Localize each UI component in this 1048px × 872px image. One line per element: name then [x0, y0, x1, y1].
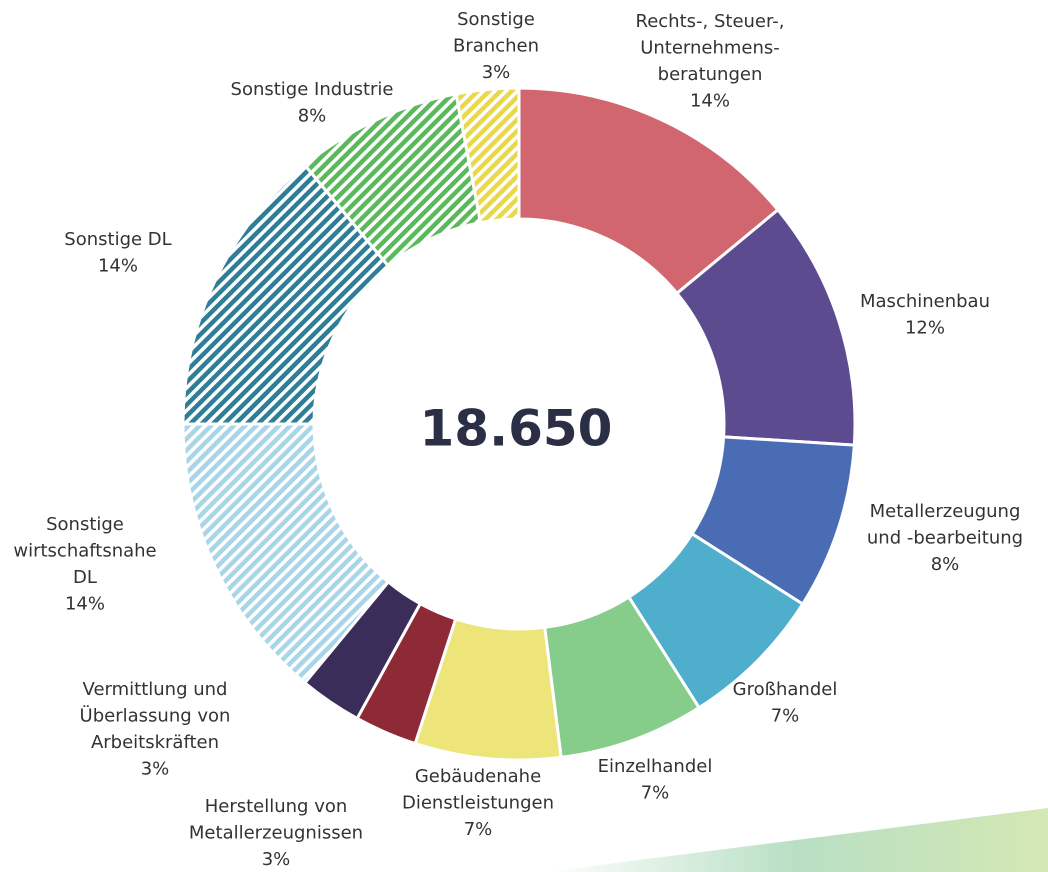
slice-label: Sonstige Industrie — [231, 79, 394, 100]
slice-label: Sonstige — [457, 9, 535, 30]
slice-label: Metallerzeugnissen — [189, 823, 363, 844]
value-label: 3% — [482, 62, 511, 83]
slice-label: und -bearbeitung — [867, 528, 1023, 549]
slice-label: DL — [73, 567, 97, 588]
value-label: 3% — [141, 759, 170, 780]
value-label: 3% — [262, 849, 291, 870]
slice-label: Rechts-, Steuer-, — [636, 11, 785, 32]
center-label: 18.650 — [420, 400, 613, 458]
slice-label: Maschinenbau — [860, 291, 990, 312]
value-label: 14% — [98, 256, 138, 277]
value-label: 12% — [905, 318, 945, 339]
value-label: 7% — [464, 819, 493, 840]
slice-label: Unternehmens- — [640, 38, 780, 59]
slice — [454, 86, 521, 225]
slice-label: Vermittlung und — [83, 679, 228, 700]
slice-label: Überlassung von — [80, 705, 231, 727]
value-label: 14% — [65, 594, 105, 615]
slice-label: Großhandel — [733, 679, 838, 700]
decoration — [545, 808, 1048, 872]
slices — [181, 86, 857, 762]
value-label: 8% — [298, 106, 327, 127]
slice-label: Einzelhandel — [598, 756, 713, 777]
slice-label: Arbeitskräften — [91, 732, 219, 753]
value-label: 7% — [641, 783, 670, 804]
slice-label: Sonstige DL — [64, 229, 171, 250]
value-label: 8% — [931, 554, 960, 575]
slice-label: wirtschaftsnahe — [13, 541, 156, 562]
slice-label: beratungen — [658, 64, 763, 85]
slice-label: Metallerzeugung — [870, 501, 1021, 522]
slice-label: Sonstige — [46, 514, 124, 535]
slice-label: Gebäudenahe — [415, 766, 541, 787]
slice-label: Branchen — [453, 36, 539, 57]
value-label: 14% — [690, 91, 730, 112]
slice-label: Dienstleistungen — [402, 793, 554, 814]
value-label: 7% — [771, 706, 800, 727]
slice-label: Herstellung von — [205, 796, 348, 817]
